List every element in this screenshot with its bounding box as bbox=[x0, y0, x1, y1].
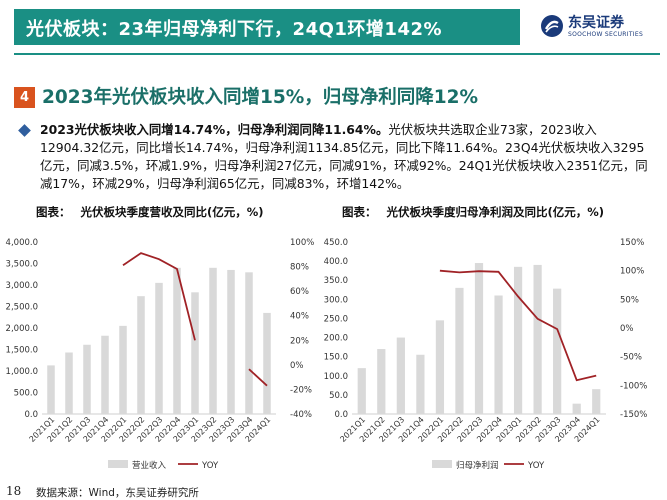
bar-2023Q1 bbox=[191, 292, 199, 414]
legend-line-label: YOY bbox=[201, 461, 219, 471]
bullet-icon bbox=[18, 124, 31, 137]
yoy-line bbox=[439, 269, 597, 382]
y-left-tick-label: 2,000.0 bbox=[6, 324, 38, 334]
y-left-tick-label: 500.0 bbox=[14, 389, 38, 399]
bar-2024Q1 bbox=[263, 312, 271, 414]
revenue-chart: 4,000.0 3,500.0 3,000.0 2,500.0 2,000.0 1,500… bbox=[6, 238, 315, 471]
bar-2022Q4 bbox=[494, 295, 503, 414]
chart1-title: 图表： 光伏板块季度营收及同比(亿元，%) bbox=[36, 204, 264, 220]
section-number: 4 bbox=[14, 87, 35, 108]
y-right-tick-label: -150% bbox=[620, 410, 647, 420]
bar-2022Q2 bbox=[137, 296, 145, 414]
header-rule bbox=[14, 53, 660, 55]
y-right-tick-label: 0% bbox=[620, 324, 634, 334]
bar-2023Q4 bbox=[572, 403, 581, 414]
y-left-tick-label: 1,500.0 bbox=[6, 346, 38, 356]
y-right-tick-label: -50% bbox=[620, 353, 642, 363]
y-left-tick-label: 1,000.0 bbox=[6, 367, 38, 377]
chart2-label: 图表： bbox=[342, 205, 377, 219]
y-right-tick-label: 50% bbox=[620, 295, 639, 305]
bar-2021Q2 bbox=[65, 352, 73, 414]
y-left-tick-label: 3,000.0 bbox=[6, 281, 38, 291]
bar-2021Q3 bbox=[396, 337, 405, 414]
y-left-tick-label: 350.0 bbox=[324, 276, 348, 286]
y-left-tick-label: 250.0 bbox=[324, 314, 348, 324]
bar-2021Q4 bbox=[101, 335, 109, 414]
bar-2022Q1 bbox=[435, 320, 445, 414]
legend-bar-swatch bbox=[432, 460, 452, 468]
y-right-tick-label: 150% bbox=[620, 238, 644, 248]
summary-bold: 2023光伏板块收入同增14.74%，归母净利润同降11.64%。 bbox=[40, 122, 389, 137]
y-left-tick-label: 2,500.0 bbox=[6, 303, 38, 313]
bar-2024Q1 bbox=[592, 389, 601, 414]
header: 光伏板块：23年归母净利下行，24Q1环增142% 东吴证券 SOOCHOW S… bbox=[0, 0, 667, 52]
y-right-tick-label: 0% bbox=[290, 361, 304, 371]
bar-2023Q3 bbox=[553, 288, 562, 414]
bar-2021Q3 bbox=[83, 344, 91, 414]
y-right-tick-label: 80% bbox=[290, 263, 309, 273]
bar-2022Q3 bbox=[155, 282, 163, 414]
y-right-tick-label: 100% bbox=[620, 267, 644, 277]
page-number: 18 bbox=[6, 484, 22, 498]
bar-2021Q1 bbox=[357, 368, 366, 414]
legend-bar-label: 营业收入 bbox=[132, 460, 167, 471]
y-right-tick-label: -100% bbox=[620, 381, 647, 391]
summary-paragraph: 2023光伏板块收入同增14.74%，归母净利润同降11.64%。光伏板块共选取… bbox=[40, 121, 652, 193]
y-left-tick-label: 50.0 bbox=[329, 391, 348, 401]
section-title: 2023年光伏板块收入同增15%，归母净利同降12% bbox=[42, 87, 479, 108]
chart1-title-text: 光伏板块季度营收及同比(亿元，%) bbox=[80, 205, 264, 219]
y-left-tick-label: 150.0 bbox=[324, 353, 348, 363]
legend-bar-swatch bbox=[108, 460, 128, 468]
legend-line-label: YOY bbox=[527, 461, 545, 471]
y-left-tick-label: 4,000.0 bbox=[6, 238, 38, 248]
bar-2023Q1 bbox=[513, 266, 523, 414]
chart1-label: 图表： bbox=[36, 205, 71, 219]
y-left-tick-label: 300.0 bbox=[324, 295, 348, 305]
y-left-tick-label: 400.0 bbox=[324, 257, 348, 267]
y-left-tick-label: 3,500.0 bbox=[6, 260, 38, 270]
chart2-title: 图表： 光伏板块季度归母净利润及同比(亿元，%) bbox=[342, 204, 604, 220]
yoy-line bbox=[122, 252, 196, 341]
title-banner: 光伏板块：23年归母净利下行，24Q1环增142% bbox=[14, 9, 520, 45]
y-left-tick-label: 0.0 bbox=[334, 410, 348, 420]
y-right-tick-label: 100% bbox=[290, 238, 314, 248]
logo-en: SOOCHOW SECURITIES bbox=[568, 31, 644, 38]
bar-2023Q2 bbox=[533, 264, 542, 414]
bar-2022Q3 bbox=[474, 263, 484, 414]
y-left-tick-label: 0.0 bbox=[24, 410, 38, 420]
bar-2022Q4 bbox=[173, 267, 181, 414]
bar-2023Q4 bbox=[245, 272, 253, 414]
bar-2023Q3 bbox=[227, 269, 235, 414]
chart2-title-text: 光伏板块季度归母净利润及同比(亿元，%) bbox=[386, 205, 605, 219]
data-source: 数据来源：Wind，东吴证券研究所 bbox=[36, 487, 199, 499]
bar-2021Q1 bbox=[47, 365, 55, 414]
profit-chart: 450.0 400.0 350.0 300.0 250.0 200.0 150.0 100.0… bbox=[324, 238, 648, 471]
soochow-logo-icon bbox=[541, 15, 563, 37]
legend-bar-label: 归母净利润 bbox=[456, 460, 499, 471]
bar-2022Q1 bbox=[119, 325, 127, 414]
bar-2023Q2 bbox=[209, 267, 217, 414]
y-right-tick-label: -20% bbox=[290, 385, 312, 395]
page-title: 光伏板块：23年归母净利下行，24Q1环增142% bbox=[26, 19, 443, 40]
y-right-tick-label: 20% bbox=[290, 336, 309, 346]
y-left-tick-label: 100.0 bbox=[324, 372, 348, 382]
yoy-line bbox=[248, 368, 268, 387]
brand-logo: 东吴证券 SOOCHOW SECURITIES bbox=[540, 12, 660, 44]
y-left-tick-label: 200.0 bbox=[324, 334, 348, 344]
bar-2021Q2 bbox=[377, 349, 386, 414]
y-right-tick-label: -40% bbox=[290, 410, 312, 420]
y-right-tick-label: 60% bbox=[290, 287, 309, 297]
y-left-tick-label: 450.0 bbox=[324, 238, 348, 248]
bar-2022Q2 bbox=[455, 287, 464, 414]
y-right-tick-label: 40% bbox=[290, 312, 309, 322]
bar-2021Q4 bbox=[416, 354, 425, 414]
logo-cn: 东吴证券 bbox=[568, 15, 624, 31]
summary-text: 光伏板块共选取企业73家，2023收入12904.32亿元，同比增长14.74%… bbox=[40, 122, 648, 191]
